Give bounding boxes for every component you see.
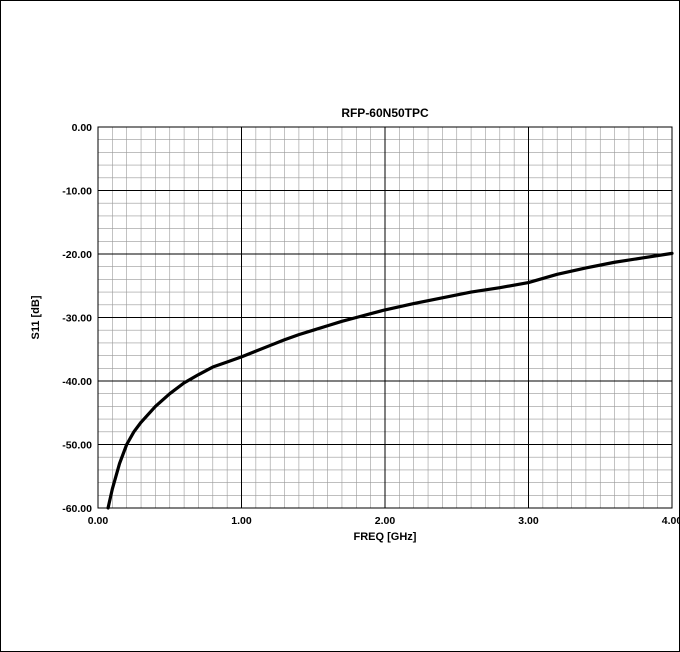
y-tick-label: -60.00 [62, 503, 92, 515]
y-tick-label: -10.00 [62, 186, 92, 198]
chart-title: RFP-60N50TPC [341, 106, 429, 120]
x-tick-label: 2.00 [375, 515, 396, 527]
y-tick-label: -20.00 [62, 249, 92, 261]
y-tick-label: -40.00 [62, 376, 92, 388]
s11-series-line [106, 251, 674, 510]
x-tick-label: 3.00 [518, 515, 539, 527]
series-layer [106, 251, 674, 510]
y-axis-ticks: 0.00 -10.00 -20.00 -30.00 -40.00 -50.00 -60.00 [62, 122, 92, 515]
major-grid [98, 127, 672, 508]
plot-area-border [97, 126, 673, 509]
y-tick-label: -50.00 [62, 440, 92, 452]
x-tick-label: 0.00 [88, 515, 109, 527]
x-axis-ticks: 0.00 1.00 2.00 3.00 4.00 [88, 515, 679, 527]
y-tick-label: -30.00 [62, 313, 92, 325]
x-axis-title: FREQ [GHz] [354, 531, 417, 543]
y-axis-title: S11 [dB] [30, 295, 42, 339]
x-tick-label: 4.00 [662, 515, 679, 527]
x-tick-label: 1.00 [231, 515, 252, 527]
y-tick-label: 0.00 [72, 122, 93, 134]
